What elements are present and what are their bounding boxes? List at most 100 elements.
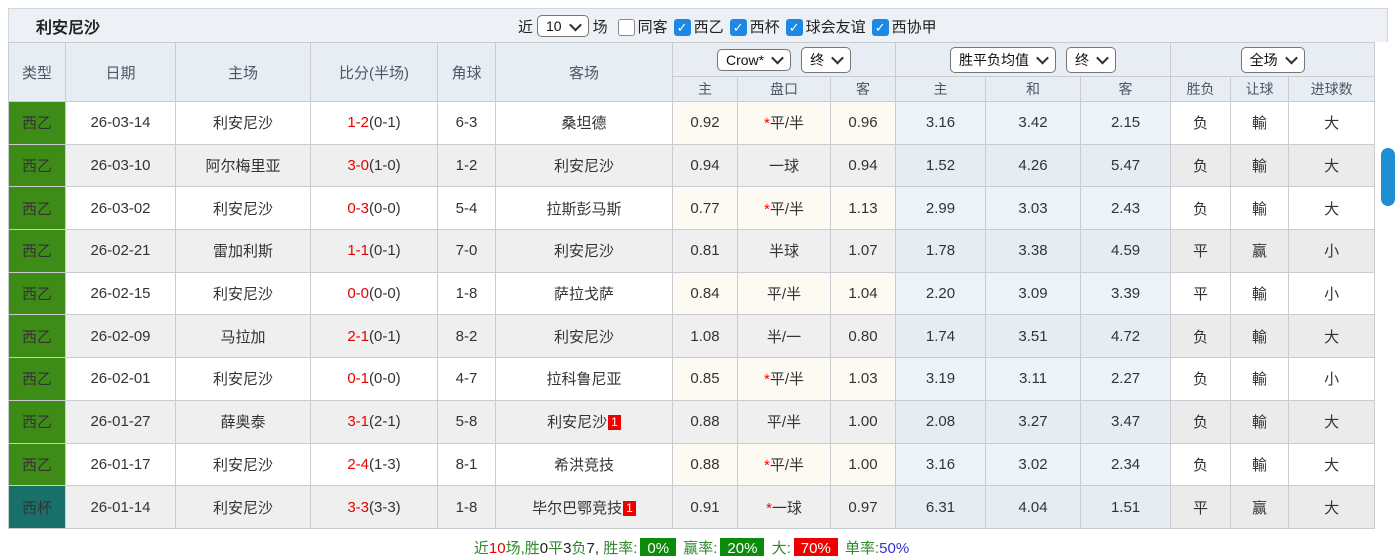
match-type-badge: 西乙	[8, 143, 66, 188]
away-team-name: 利安尼沙	[547, 414, 608, 432]
handicap-star: *	[763, 115, 770, 133]
corner-cell: 4-7	[437, 357, 496, 401]
away-team-cell: 桑坦德	[495, 101, 673, 145]
summary-text: 10	[488, 539, 506, 556]
corner-cell: 1-8	[437, 271, 496, 316]
checkbox-checked-icon[interactable]	[871, 19, 889, 37]
avg-home-cell: 2.08	[895, 399, 987, 444]
home-team-cell: 马拉加	[175, 314, 311, 359]
away-team-cell: 利安尼沙	[495, 314, 673, 359]
date-cell: 26-02-21	[65, 229, 176, 273]
avg-home-cell: 1.78	[895, 229, 987, 273]
sub-header-odds-away: 客	[829, 76, 897, 102]
filters: 近 10 场 同客 西乙 西杯 球会友谊 西协甲	[514, 9, 937, 43]
table-row: 西乙 26-01-27 薛奥泰 3-1(2-1) 5-8 利安尼沙 1 0.88 平/半 1.00…	[8, 399, 1376, 444]
filter-label: 西乙	[693, 18, 724, 36]
odds-company-select[interactable]: Crow*	[716, 48, 792, 71]
avg-draw-cell: 3.38	[985, 229, 1082, 273]
corner-cell: 8-2	[437, 314, 496, 359]
away-team-cell: 希洪竞技	[495, 442, 673, 487]
avg-away-cell: 1.51	[1080, 485, 1172, 529]
handicap-result-cell: 輸	[1230, 314, 1290, 359]
score-cell: 2-1(0-1)	[310, 314, 438, 359]
checkbox-checked-icon[interactable]	[673, 19, 691, 37]
wdl-result-cell: 负	[1170, 143, 1232, 188]
scrollbar-thumb[interactable]	[1381, 148, 1395, 206]
corner-cell: 1-8	[437, 485, 496, 529]
score-cell: 2-4(1-3)	[310, 442, 438, 487]
score-halftime: (2-1)	[369, 413, 401, 431]
team-title: 利安尼沙	[36, 19, 101, 37]
chevron-down-icon	[1284, 51, 1298, 65]
handicap-result-cell: 赢	[1230, 485, 1290, 529]
avg-odds-select[interactable]: 胜平负均值	[950, 46, 1057, 73]
score-cell: 3-3(3-3)	[310, 485, 438, 529]
col-header-date: 日期	[65, 42, 176, 102]
scope-select[interactable]: 全场	[1240, 46, 1305, 73]
avg-home-cell: 1.52	[895, 143, 987, 188]
wdl-result-cell: 负	[1170, 357, 1232, 401]
table-row: 西乙 26-03-10 阿尔梅里亚 3-0(1-0) 1-2 利安尼沙 0.94 一球 0.94…	[8, 143, 1376, 188]
sub-header-avg-draw: 和	[985, 76, 1082, 102]
summary-text: 0	[539, 539, 549, 556]
score-halftime: (0-0)	[369, 199, 401, 217]
away-team-cell: 利安尼沙	[495, 229, 673, 273]
score-halftime: (1-0)	[369, 157, 401, 175]
goals-result-cell: 大	[1288, 442, 1376, 487]
handicap-text: 平/半	[769, 200, 804, 218]
away-team-cell: 利安尼沙	[495, 143, 673, 188]
avg-away-cell: 4.72	[1080, 314, 1172, 359]
avg-away-cell: 2.34	[1080, 442, 1172, 487]
score-fulltime: 3-0	[347, 157, 369, 175]
wdl-result-cell: 平	[1170, 271, 1232, 316]
odds-home-cell: 0.88	[672, 399, 738, 444]
odds-home-cell: 1.08	[672, 314, 738, 359]
odds-away-cell: 1.00	[829, 442, 897, 487]
checkbox-checked-icon[interactable]	[729, 19, 747, 37]
matches-label: 场	[592, 18, 608, 36]
away-team-name: 利安尼沙	[553, 243, 614, 261]
avg-time-select[interactable]: 终	[1066, 46, 1117, 73]
handicap-cell: 一球	[737, 143, 831, 188]
date-cell: 26-03-14	[65, 101, 176, 145]
odds-home-cell: 0.77	[672, 186, 738, 231]
table-row: 西乙 26-01-17 利安尼沙 2-4(1-3) 8-1 希洪竞技 0.88 *平/半 1.0…	[8, 442, 1376, 487]
score-fulltime: 0-0	[347, 285, 369, 303]
goals-result-cell: 大	[1288, 186, 1376, 231]
match-type-badge: 西乙	[8, 271, 66, 316]
away-team-name: 利安尼沙	[553, 158, 614, 176]
away-team-name: 利安尼沙	[553, 328, 614, 346]
goals-result-cell: 大	[1288, 314, 1376, 359]
away-team-name: 拉斯彭马斯	[546, 200, 622, 218]
goals-result-cell: 大	[1288, 143, 1376, 188]
summary-text: 近	[473, 539, 489, 556]
corner-cell: 7-0	[437, 229, 496, 273]
table-row: 西乙 26-02-09 马拉加 2-1(0-1) 8-2 利安尼沙 1.08 半/一 0.80 1…	[8, 314, 1376, 359]
checkbox-checked-icon[interactable]	[785, 19, 803, 37]
score-halftime: (0-1)	[369, 242, 401, 260]
avg-group-header: 胜平负均值 终	[895, 42, 1172, 77]
handicap-result-cell: 輸	[1230, 271, 1290, 316]
handicap-cell: *一球	[737, 485, 831, 529]
away-team-name: 萨拉戈萨	[553, 286, 614, 304]
handicap-result-cell: 輸	[1230, 186, 1290, 231]
avg-home-cell: 2.99	[895, 186, 987, 231]
odds-time-select[interactable]: 终	[801, 46, 852, 73]
wdl-result-cell: 负	[1170, 186, 1232, 231]
recent-count-select[interactable]: 10	[537, 15, 589, 37]
red-card-badge: 1	[623, 500, 636, 516]
score-fulltime: 1-1	[347, 242, 369, 260]
match-type-badge: 西乙	[8, 357, 66, 401]
score-halftime: (0-0)	[369, 370, 401, 388]
handicap-text: 半球	[768, 243, 799, 261]
date-cell: 26-03-10	[65, 143, 176, 188]
score-halftime: (0-0)	[369, 285, 401, 303]
score-halftime: (0-1)	[369, 327, 401, 345]
sub-header-handicap: 盘口	[737, 76, 831, 102]
summary-text: 3	[563, 539, 572, 556]
away-team-cell: 拉科鲁尼亚	[495, 357, 673, 401]
checkbox-unchecked-icon[interactable]	[617, 19, 635, 37]
summary-text: 赢率:	[679, 539, 718, 556]
top-filter-bar: 利安尼沙 近 10 场 同客 西乙 西杯 球会友谊 西协甲	[8, 8, 1388, 42]
avg-draw-cell: 3.09	[985, 271, 1082, 316]
